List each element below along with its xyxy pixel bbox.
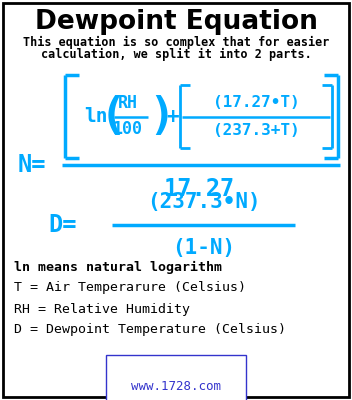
Text: Dewpoint Equation: Dewpoint Equation (34, 9, 318, 35)
Text: 100: 100 (113, 120, 143, 138)
Text: ln means natural logarithm: ln means natural logarithm (14, 260, 222, 274)
Text: www.1728.com: www.1728.com (131, 380, 221, 392)
Text: (: ( (100, 95, 127, 138)
Text: 17.27: 17.27 (164, 177, 235, 201)
Text: RH: RH (118, 94, 138, 112)
Text: calculation, we split it into 2 parts.: calculation, we split it into 2 parts. (40, 48, 312, 60)
Text: T = Air Temperarure (Celsius): T = Air Temperarure (Celsius) (14, 282, 246, 294)
Text: (1-N): (1-N) (172, 238, 235, 258)
Text: ): ) (148, 95, 175, 138)
Text: (237.3+T): (237.3+T) (213, 123, 299, 138)
Text: D = Dewpoint Temperature (Celsius): D = Dewpoint Temperature (Celsius) (14, 324, 286, 336)
Text: (237.3•N): (237.3•N) (147, 192, 260, 212)
Text: N=: N= (18, 153, 46, 177)
Text: ln: ln (84, 107, 107, 126)
Text: RH = Relative Humidity: RH = Relative Humidity (14, 302, 190, 316)
Text: +: + (166, 106, 178, 126)
Text: D=: D= (48, 213, 76, 237)
Text: This equation is so complex that for easier: This equation is so complex that for eas… (23, 36, 329, 48)
Text: (17.27•T): (17.27•T) (213, 95, 299, 110)
